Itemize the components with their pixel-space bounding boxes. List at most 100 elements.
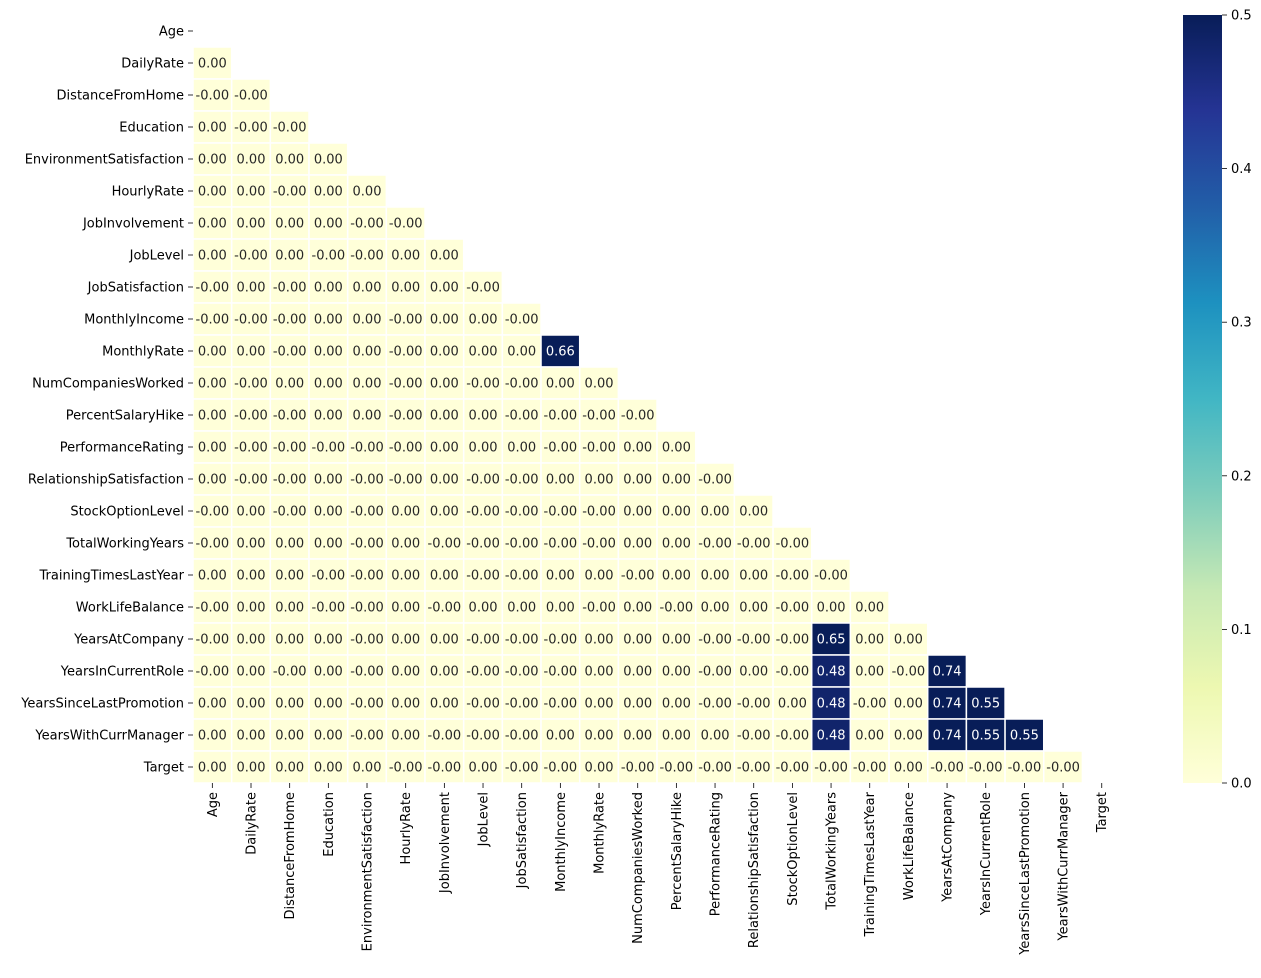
- heatmap-cell: [462, 622, 504, 656]
- x-tick-label: PerformanceRating: [709, 792, 724, 916]
- heatmap-cell: [772, 686, 813, 720]
- x-tick-label: PercentSalaryHike: [670, 792, 685, 910]
- cell-annotation: -0.00: [660, 601, 694, 616]
- heatmap-cell: [424, 750, 465, 784]
- cell-annotation: 0.00: [198, 729, 227, 744]
- cell-annotation: -0.00: [505, 665, 539, 680]
- cell-annotation: -0.00: [273, 505, 307, 520]
- cell-annotation: -0.00: [466, 633, 500, 648]
- cell-annotation: 0.00: [469, 761, 498, 776]
- y-tick-label: RelationshipSatisfaction: [28, 473, 184, 488]
- heatmap-cell: [385, 398, 426, 432]
- heatmap-cell: [501, 686, 542, 720]
- heatmap-cell: [192, 270, 233, 304]
- cell-annotation: 0.00: [585, 633, 614, 648]
- heatmap-cell: [501, 398, 542, 432]
- cell-annotation: -0.00: [466, 569, 500, 584]
- heatmap-cell: [849, 654, 890, 688]
- heatmap-cell: [578, 526, 620, 560]
- heatmap-cell: [733, 494, 774, 528]
- heatmap-cell: [308, 174, 349, 208]
- cell-annotation: 0.00: [585, 665, 614, 680]
- y-tick-label: TotalWorkingYears: [65, 537, 184, 552]
- cell-annotation: -0.00: [466, 537, 500, 552]
- cell-annotation: 0.74: [933, 665, 962, 680]
- cell-annotation: 0.00: [237, 761, 266, 776]
- heatmap-cell: [385, 366, 426, 400]
- cell-annotation: -0.00: [312, 601, 346, 616]
- cell-annotation: -0.00: [582, 441, 616, 456]
- heatmap-cell: [578, 686, 620, 720]
- cell-annotation: -0.00: [273, 121, 307, 136]
- cell-annotation: 0.00: [430, 441, 459, 456]
- x-tick-label: YearsInCurrentRole: [979, 792, 994, 916]
- cell-annotation: -0.00: [582, 505, 616, 520]
- y-tick-label: Education: [119, 121, 184, 136]
- heatmap-cell: [308, 366, 349, 400]
- heatmap-cell: [385, 654, 426, 688]
- cell-annotation: 0.00: [198, 345, 227, 360]
- cell-annotation: -0.00: [505, 729, 539, 744]
- cell-annotation: -0.00: [273, 313, 307, 328]
- x-tick-label: JobSatisfaction: [515, 792, 530, 889]
- cell-annotation: 0.00: [198, 185, 227, 200]
- cell-annotation: -0.00: [853, 697, 887, 712]
- heatmap-cell: [540, 622, 581, 656]
- cell-annotation: -0.00: [234, 441, 268, 456]
- cell-annotation: 0.00: [275, 537, 304, 552]
- cell-annotation: 0.00: [623, 473, 652, 488]
- cell-annotation: 0.00: [198, 121, 227, 136]
- cell-annotation: -0.00: [1046, 761, 1080, 776]
- cell-annotation: -0.00: [389, 377, 423, 392]
- heatmap-cell: [888, 750, 929, 784]
- cell-annotation: -0.00: [350, 441, 384, 456]
- cell-annotation: -0.00: [737, 633, 771, 648]
- heatmap-cell: [269, 270, 310, 304]
- cell-annotation: -0.00: [428, 761, 462, 776]
- cell-annotation: -0.00: [273, 281, 307, 296]
- cell-annotation: 0.00: [391, 281, 420, 296]
- cell-annotation: 0.00: [623, 665, 652, 680]
- cell-annotation: -0.00: [544, 505, 578, 520]
- cell-annotation: 0.00: [353, 313, 382, 328]
- cell-annotation: 0.00: [507, 601, 536, 616]
- cell-annotation: -0.00: [350, 729, 384, 744]
- heatmap-cell: [269, 430, 310, 464]
- heatmap-cell: [269, 718, 310, 752]
- cell-annotation: -0.00: [273, 473, 307, 488]
- heatmap-cell: [656, 750, 697, 784]
- heatmap-cell: [656, 558, 697, 592]
- heatmap-cell: [385, 462, 426, 496]
- cell-annotation: -0.00: [428, 601, 462, 616]
- heatmap-cell: [424, 654, 465, 688]
- x-tick-label: DistanceFromHome: [283, 792, 298, 919]
- cell-annotation: 0.00: [353, 377, 382, 392]
- cell-annotation: -0.00: [853, 761, 887, 776]
- cell-annotation: 0.00: [391, 505, 420, 520]
- cell-annotation: -0.00: [273, 409, 307, 424]
- heatmap-cell: [424, 526, 465, 560]
- cell-annotation: -0.00: [892, 665, 926, 680]
- heatmap-cell: [192, 686, 233, 720]
- cell-annotation: -0.00: [505, 761, 539, 776]
- cell-annotation: -0.00: [776, 569, 810, 584]
- cell-annotation: -0.00: [544, 633, 578, 648]
- cell-annotation: 0.00: [430, 473, 459, 488]
- heatmap-cell: [230, 398, 272, 432]
- heatmap-cell: [269, 110, 310, 144]
- heatmap-cell: [230, 590, 272, 624]
- cell-annotation: -0.00: [582, 409, 616, 424]
- heatmap-cell: [1004, 750, 1045, 784]
- cell-annotation: -0.00: [466, 377, 500, 392]
- cell-annotation: -0.00: [350, 633, 384, 648]
- cell-annotation: -0.00: [698, 473, 732, 488]
- heatmap-cell: [578, 558, 620, 592]
- y-tick-label: PercentSalaryHike: [66, 409, 184, 424]
- cell-annotation: -0.00: [350, 665, 384, 680]
- cell-annotation: -0.00: [582, 601, 616, 616]
- heatmap-cell: [385, 238, 426, 272]
- cell-annotation: 0.00: [469, 345, 498, 360]
- cell-annotation: 0.00: [662, 537, 691, 552]
- cell-annotation: 0.00: [275, 217, 304, 232]
- cell-annotation: -0.00: [969, 761, 1003, 776]
